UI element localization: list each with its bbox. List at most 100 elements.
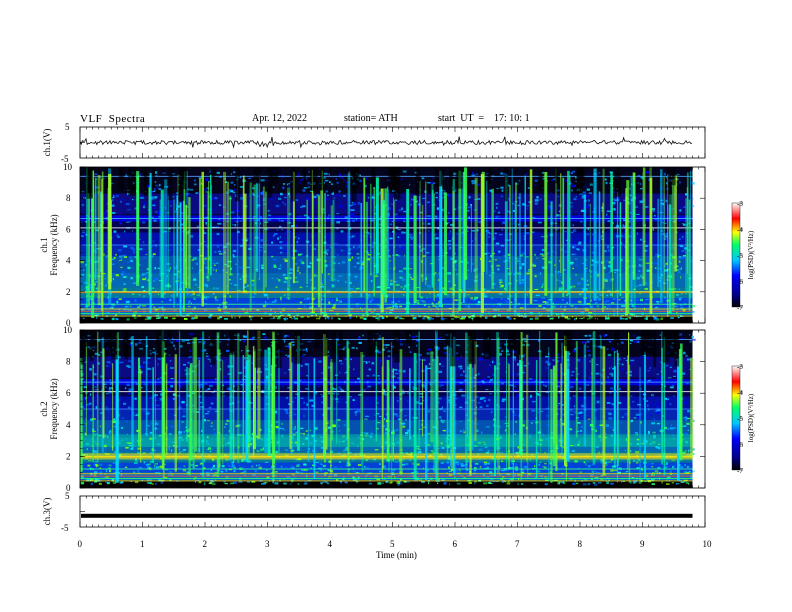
spectral-speck (91, 439, 94, 442)
spectral-speck (367, 254, 371, 256)
spectral-speck (338, 318, 341, 320)
spectral-speck (235, 221, 239, 223)
spectral-speck (488, 271, 491, 273)
spectral-speck (300, 432, 303, 434)
spectral-speck (219, 341, 221, 343)
spectral-speck (606, 294, 608, 297)
spectral-speck (173, 273, 178, 276)
spectral-speck (193, 257, 197, 260)
spectral-speck (631, 313, 635, 316)
spectral-speck (342, 478, 345, 481)
spectral-speck (333, 262, 336, 265)
spectral-speck (244, 312, 249, 315)
spectral-speck (302, 354, 306, 356)
spectral-speck (473, 412, 477, 415)
spectral-speck (340, 389, 345, 392)
spectral-speck (353, 368, 355, 370)
spectral-speck (409, 183, 411, 186)
spectral-speck (126, 477, 129, 479)
spectral-speck (401, 231, 404, 234)
spectral-speck (239, 479, 242, 481)
spectral-speck (638, 316, 643, 317)
sferic-streak (406, 189, 410, 315)
spectral-speck (672, 303, 677, 305)
spectral-speck (246, 238, 249, 240)
spectral-speck (457, 368, 461, 370)
spectral-speck (542, 466, 546, 468)
spectral-speck (609, 426, 614, 428)
spectral-speck (652, 431, 656, 434)
sferic-streak (667, 174, 669, 317)
spectral-speck (639, 269, 643, 273)
spectral-speck (226, 242, 230, 245)
spectral-speck (365, 415, 369, 417)
sferic-streak (602, 168, 605, 289)
spectral-speck (418, 243, 421, 245)
spectral-speck (689, 260, 693, 262)
spectral-speck (545, 415, 549, 417)
spectral-speck (233, 284, 238, 286)
spectral-speck (580, 404, 585, 408)
sferic-streak (685, 198, 687, 295)
spectral-speck (154, 267, 157, 270)
spectral-speck (635, 433, 639, 436)
spectral-speck (304, 363, 309, 366)
spectral-speck (277, 404, 279, 407)
spectral-speck (249, 337, 254, 340)
spectral-speck (259, 371, 262, 373)
spectral-speck (521, 252, 526, 255)
spectral-speck (594, 417, 597, 420)
spectral-speck (94, 389, 99, 391)
spectral-speck (366, 258, 371, 261)
spectral-speck (229, 483, 234, 485)
spectral-speck (214, 479, 217, 481)
spectral-speck (507, 253, 511, 256)
spectral-speck (306, 196, 309, 200)
quiet-gap (211, 167, 215, 185)
spectral-speck (501, 460, 504, 462)
spectral-speck (211, 198, 215, 200)
spectral-speck (203, 241, 206, 243)
spectral-speck (427, 182, 431, 184)
spectral-speck (497, 308, 500, 311)
sferic-streak (550, 201, 553, 316)
spectral-speck (456, 233, 458, 235)
spectral-speck (95, 271, 98, 274)
spectral-speck (612, 298, 616, 300)
spectral-speck (585, 383, 589, 386)
spectral-speck (557, 482, 560, 485)
spectral-speck (194, 179, 196, 182)
spectral-speck (169, 201, 174, 203)
spectral-speck (364, 465, 366, 468)
spectral-speck (369, 435, 373, 438)
spectral-speck (605, 379, 609, 381)
spectral-speck (353, 201, 356, 204)
spectral-speck (614, 200, 617, 202)
spectral-speck (127, 406, 131, 409)
spectral-speck (357, 257, 360, 259)
spectral-speck (244, 285, 248, 288)
sferic-streak (461, 172, 463, 289)
spectral-speck (147, 184, 151, 188)
spectral-speck (439, 416, 442, 419)
spectral-speck (684, 450, 687, 452)
spectral-speck (483, 443, 487, 445)
spectral-speck (269, 431, 272, 433)
quiet-gap (434, 167, 443, 187)
spectral-speck (526, 272, 531, 275)
spectral-speck (302, 189, 306, 192)
spectral-speck (650, 414, 652, 416)
spectral-speck (400, 255, 402, 258)
spectral-speck (582, 304, 585, 307)
spectral-speck (666, 479, 668, 482)
spectral-speck (132, 230, 134, 232)
sferic-streak (183, 179, 185, 312)
spectral-speck (463, 431, 466, 434)
spectral-speck (303, 463, 307, 466)
spectral-speck (422, 399, 425, 402)
spectral-speck (198, 385, 203, 388)
spectral-speck (226, 271, 228, 273)
spectral-speck (335, 297, 338, 300)
spectral-speck (286, 318, 288, 320)
spectral-speck (152, 204, 156, 207)
